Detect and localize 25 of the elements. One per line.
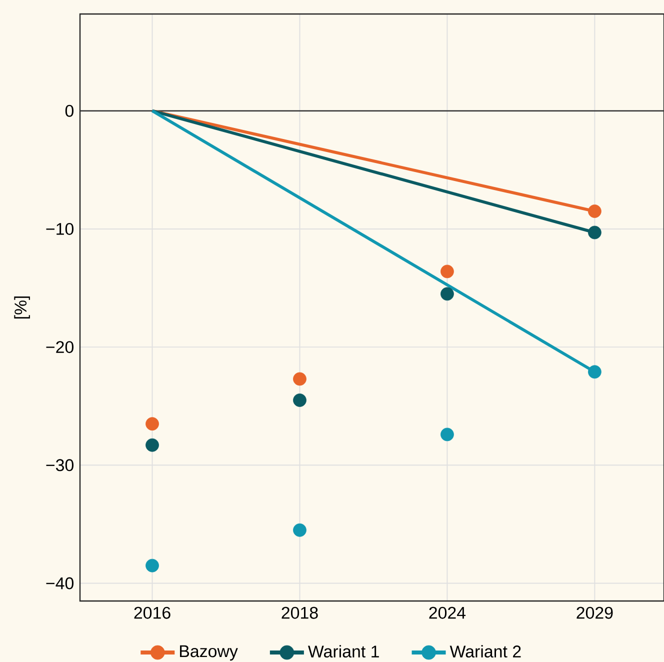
point: [588, 365, 602, 379]
point: [440, 287, 454, 301]
y-tick-label: 0: [65, 104, 74, 117]
point: [293, 523, 306, 537]
y-tick-label: −10: [46, 222, 74, 235]
point: [293, 394, 306, 407]
point: [146, 438, 159, 452]
point: [588, 226, 602, 240]
point: [440, 428, 454, 442]
y-tick-label: −20: [46, 341, 74, 354]
legend-label: Bazowy: [180, 645, 238, 661]
y-axis-title: [%]: [14, 296, 30, 319]
y-tick-label: −40: [46, 577, 74, 590]
point: [293, 372, 306, 386]
y-tick-label: −30: [46, 459, 74, 472]
x-tick-label: 2018: [282, 606, 318, 619]
legend-label: Wariant 2: [450, 645, 521, 658]
point: [146, 417, 159, 431]
x-tick-label: 2016: [134, 606, 170, 619]
point: [146, 558, 159, 572]
legend-label: Wariant 1: [308, 645, 379, 658]
point: [440, 264, 454, 278]
point: [588, 204, 602, 218]
x-tick-label: 2024: [429, 606, 466, 619]
x-tick-label: 2029: [576, 606, 613, 619]
